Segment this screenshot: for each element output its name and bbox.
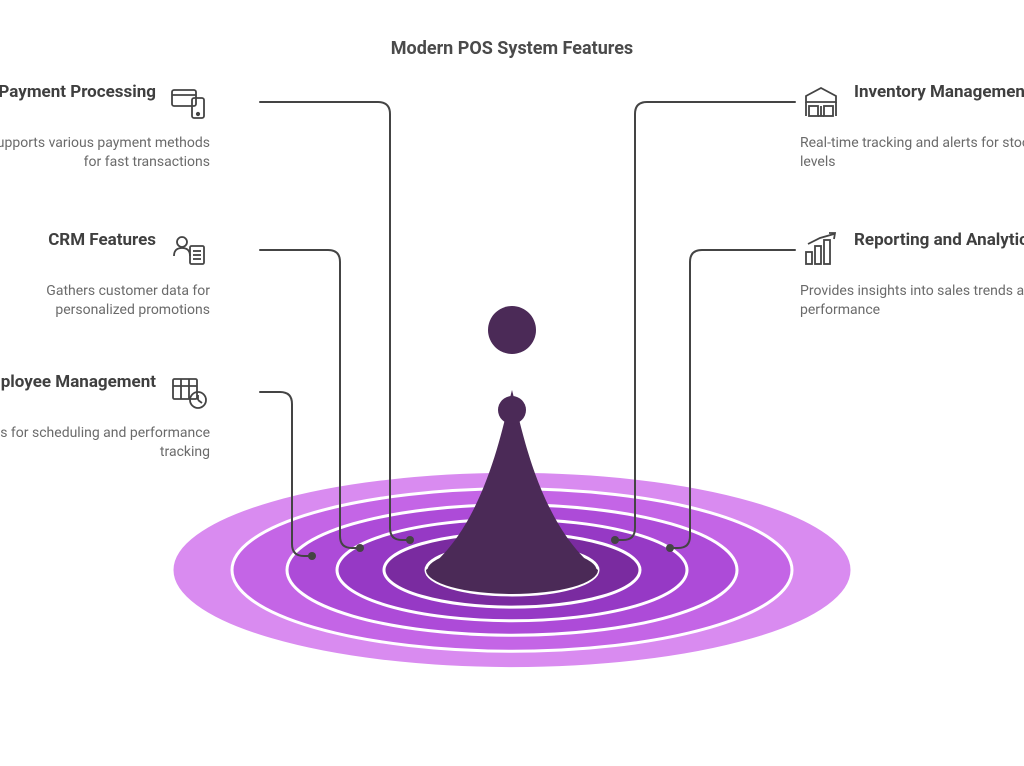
feature-crm-label: CRM Features: [48, 230, 156, 251]
feature-employee: Employee Management Tools for scheduling…: [0, 372, 210, 462]
feature-payment-desc: Supports various payment methods for fas…: [0, 134, 210, 172]
inventory-icon: [800, 82, 842, 124]
feature-analytics-desc: Provides insights into sales trends and …: [800, 282, 1024, 320]
employee-icon: [168, 372, 210, 414]
payment-icon: [168, 82, 210, 124]
feature-payment: Payment Processing Supports various paym…: [0, 82, 210, 172]
crm-icon: [168, 230, 210, 272]
analytics-icon: [800, 230, 842, 272]
feature-employee-label: Employee Management: [0, 372, 156, 393]
feature-crm-desc: Gathers customer data for personalized p…: [0, 282, 210, 320]
feature-analytics: Reporting and Analytics Provides insight…: [800, 230, 1024, 320]
feature-inventory: Inventory Management Real-time tracking …: [800, 82, 1024, 172]
feature-inventory-label: Inventory Management: [854, 82, 1024, 103]
feature-inventory-desc: Real-time tracking and alerts for stock …: [800, 134, 1024, 172]
feature-crm: CRM Features Gathers customer data for p…: [0, 230, 210, 320]
feature-analytics-label: Reporting and Analytics: [854, 230, 1024, 251]
feature-employee-desc: Tools for scheduling and performance tra…: [0, 424, 210, 462]
feature-payment-label: Payment Processing: [0, 82, 156, 103]
